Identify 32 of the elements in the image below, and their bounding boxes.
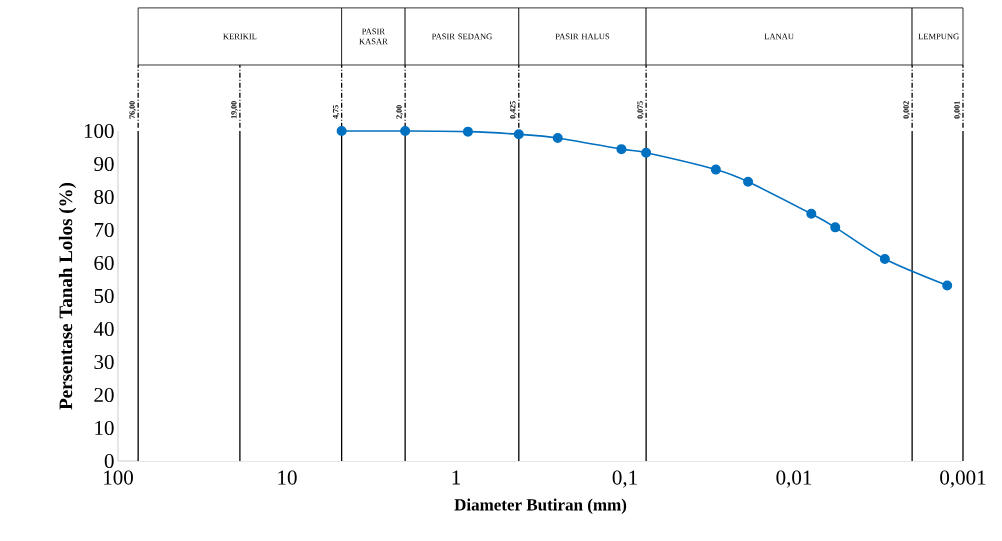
y-tick-label: 70 bbox=[94, 222, 114, 238]
y-tick-label: 40 bbox=[93, 321, 114, 337]
band-label: KERIKIL bbox=[223, 33, 257, 40]
band-label: LEMPUNG bbox=[918, 33, 959, 40]
ref-line-label: 19,00 bbox=[231, 101, 238, 119]
ref-line-label: 0,001 bbox=[954, 101, 961, 119]
y-tick-label: 60 bbox=[94, 255, 114, 271]
band-label: PASIR HALUS bbox=[555, 33, 610, 40]
y-tick-label: 20 bbox=[94, 387, 114, 403]
ref-line-label: 0,425 bbox=[510, 101, 517, 119]
y-axis-title: Persentase Tanah Lolos (%) bbox=[58, 182, 77, 410]
ref-line-label: 2,00 bbox=[396, 105, 403, 119]
band-label: PASIR KASAR bbox=[359, 28, 388, 45]
ref-line-label: 4,75 bbox=[332, 105, 340, 119]
x-axis-title: Diameter Butiran (mm) bbox=[454, 498, 627, 514]
y-tick-label: 0 bbox=[104, 453, 114, 469]
x-tick-label: 0,001 bbox=[940, 470, 986, 488]
x-tick-label: 0,1 bbox=[612, 470, 637, 488]
y-tick-label: 30 bbox=[94, 354, 114, 370]
band-label: PASIR SEDANG bbox=[431, 33, 492, 40]
y-tick-label: 100 bbox=[84, 123, 114, 139]
y-tick-label: 50 bbox=[94, 288, 114, 304]
y-tick-label: 90 bbox=[94, 156, 114, 172]
y-tick-label: 10 bbox=[95, 420, 114, 436]
band-label: LANAU bbox=[764, 33, 794, 40]
y-tick-label: 80 bbox=[94, 189, 114, 205]
x-tick-label: 1 bbox=[452, 470, 460, 485]
ref-line-label: 0,075 bbox=[637, 101, 644, 119]
x-tick-label: 10 bbox=[278, 470, 297, 485]
x-tick-label: 0,01 bbox=[776, 470, 812, 488]
ref-line-label: 76,00 bbox=[129, 101, 136, 119]
ref-line-label: 0,002 bbox=[903, 101, 910, 119]
